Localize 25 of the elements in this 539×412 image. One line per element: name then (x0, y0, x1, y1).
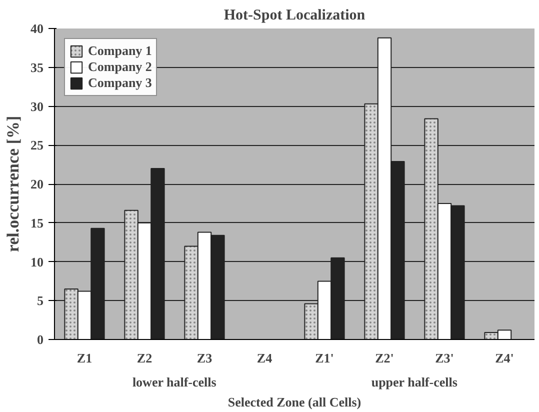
x-tick-label: Z4' (495, 350, 514, 366)
x-tick-label: Z1 (76, 350, 92, 366)
text: upper half-cells (371, 374, 458, 390)
x-tick-label: Z3 (196, 350, 213, 366)
x-tick-label: Z2' (375, 350, 394, 366)
y-tick-label: 5 (37, 293, 44, 308)
x-axis-title: Selected Zone (all Cells) (228, 394, 362, 410)
y-tick-label: 10 (30, 254, 44, 270)
text: lower half-cells (132, 374, 216, 390)
legend-label: Company 3 (88, 75, 152, 91)
legend-label: Company 1 (88, 43, 152, 59)
x-tick-label: Z3' (435, 350, 454, 366)
y-tick-label: 30 (30, 98, 44, 114)
chart-title: Hot-Spot Localization (224, 8, 366, 24)
y-tick-label: 20 (30, 176, 44, 192)
legend-label: Company 2 (88, 59, 152, 75)
x-tick-label: Z4 (256, 350, 273, 366)
y-tick-label: 40 (30, 21, 44, 36)
y-tick-label: 25 (30, 138, 44, 153)
x-tick-label: Z2 (136, 350, 152, 366)
y-tick-label: 0 (37, 332, 44, 347)
y-axis-title: rel.occurrence [%] (4, 116, 22, 252)
y-tick-label: 15 (30, 215, 44, 230)
x-tick-label: Z1' (315, 350, 334, 366)
y-tick-label: 35 (30, 60, 44, 75)
